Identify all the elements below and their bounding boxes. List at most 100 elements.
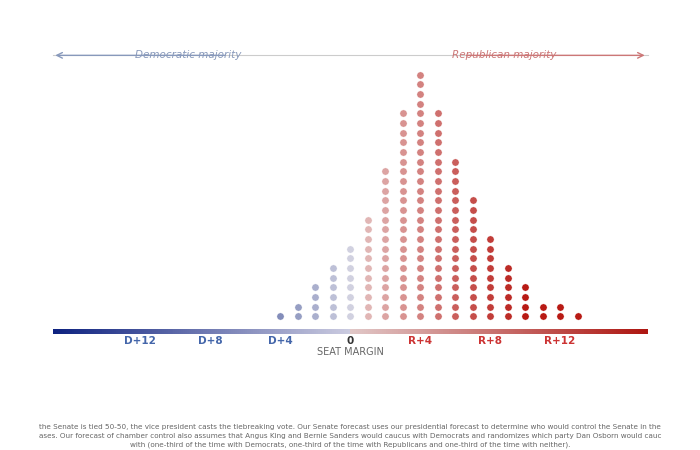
Bar bbox=[588, 329, 590, 334]
Bar bbox=[489, 329, 491, 334]
Bar bbox=[438, 329, 440, 334]
Text: R+12: R+12 bbox=[545, 336, 575, 346]
Bar bbox=[195, 329, 197, 334]
Bar bbox=[562, 329, 564, 334]
Bar bbox=[412, 329, 414, 334]
Bar bbox=[471, 329, 473, 334]
Bar bbox=[495, 329, 497, 334]
Bar bbox=[158, 329, 160, 334]
Bar bbox=[545, 329, 547, 334]
Bar bbox=[620, 329, 622, 334]
Bar bbox=[321, 329, 322, 334]
Bar bbox=[498, 329, 500, 334]
Bar bbox=[631, 329, 634, 334]
Bar bbox=[435, 329, 438, 334]
Bar bbox=[110, 329, 112, 334]
Bar bbox=[645, 329, 648, 334]
Bar bbox=[98, 329, 100, 334]
Bar bbox=[70, 329, 72, 334]
Bar bbox=[552, 329, 554, 334]
Bar bbox=[259, 329, 260, 334]
Bar bbox=[62, 329, 64, 334]
Bar bbox=[344, 329, 346, 334]
Bar bbox=[393, 329, 395, 334]
Bar bbox=[445, 329, 447, 334]
Bar bbox=[493, 329, 495, 334]
Bar bbox=[330, 329, 332, 334]
Bar bbox=[138, 329, 140, 334]
Bar bbox=[144, 329, 146, 334]
Bar bbox=[410, 329, 412, 334]
Bar bbox=[643, 329, 645, 334]
Bar bbox=[614, 329, 616, 334]
Bar bbox=[580, 329, 582, 334]
Bar bbox=[66, 329, 69, 334]
Text: 0: 0 bbox=[346, 336, 354, 346]
Bar bbox=[141, 329, 144, 334]
Bar bbox=[467, 329, 469, 334]
Bar bbox=[251, 329, 253, 334]
Bar bbox=[419, 329, 421, 334]
Bar bbox=[116, 329, 118, 334]
Bar bbox=[616, 329, 617, 334]
Bar bbox=[610, 329, 612, 334]
Bar bbox=[155, 329, 158, 334]
Bar bbox=[505, 329, 507, 334]
Bar bbox=[598, 329, 600, 334]
Bar bbox=[584, 329, 586, 334]
Bar bbox=[326, 329, 328, 334]
Bar bbox=[160, 329, 162, 334]
Bar bbox=[503, 329, 505, 334]
Bar bbox=[231, 329, 233, 334]
Bar bbox=[427, 329, 429, 334]
Bar bbox=[276, 329, 279, 334]
Bar bbox=[288, 329, 290, 334]
Bar bbox=[455, 329, 457, 334]
Bar bbox=[426, 329, 427, 334]
Bar bbox=[197, 329, 199, 334]
Bar bbox=[272, 329, 274, 334]
Bar bbox=[274, 329, 277, 334]
Bar bbox=[592, 329, 594, 334]
Bar bbox=[453, 329, 455, 334]
Bar bbox=[179, 329, 181, 334]
Bar bbox=[519, 329, 521, 334]
Bar bbox=[461, 329, 463, 334]
Bar bbox=[600, 329, 602, 334]
Bar bbox=[556, 329, 559, 334]
Bar bbox=[364, 329, 366, 334]
Bar bbox=[479, 329, 481, 334]
Bar bbox=[328, 329, 330, 334]
Bar bbox=[528, 329, 531, 334]
Bar bbox=[120, 329, 122, 334]
Text: D+8: D+8 bbox=[197, 336, 223, 346]
Bar bbox=[207, 329, 209, 334]
Bar bbox=[429, 329, 431, 334]
Bar bbox=[638, 329, 640, 334]
Bar bbox=[199, 329, 202, 334]
Bar bbox=[223, 329, 225, 334]
Bar bbox=[100, 329, 102, 334]
Bar bbox=[279, 329, 281, 334]
Bar bbox=[634, 329, 636, 334]
Bar bbox=[473, 329, 475, 334]
Bar bbox=[193, 329, 195, 334]
Bar bbox=[407, 329, 410, 334]
Bar bbox=[237, 329, 239, 334]
Bar bbox=[431, 329, 433, 334]
Bar bbox=[130, 329, 132, 334]
Bar bbox=[402, 329, 403, 334]
Bar bbox=[217, 329, 219, 334]
Bar bbox=[72, 329, 74, 334]
Bar bbox=[421, 329, 424, 334]
Bar bbox=[318, 329, 321, 334]
Bar bbox=[83, 329, 84, 334]
Bar bbox=[350, 329, 352, 334]
Bar bbox=[154, 329, 155, 334]
Bar bbox=[622, 329, 624, 334]
Bar bbox=[626, 329, 628, 334]
Bar bbox=[424, 329, 426, 334]
Text: Republican majority: Republican majority bbox=[452, 50, 556, 60]
Bar bbox=[104, 329, 106, 334]
Bar bbox=[286, 329, 288, 334]
